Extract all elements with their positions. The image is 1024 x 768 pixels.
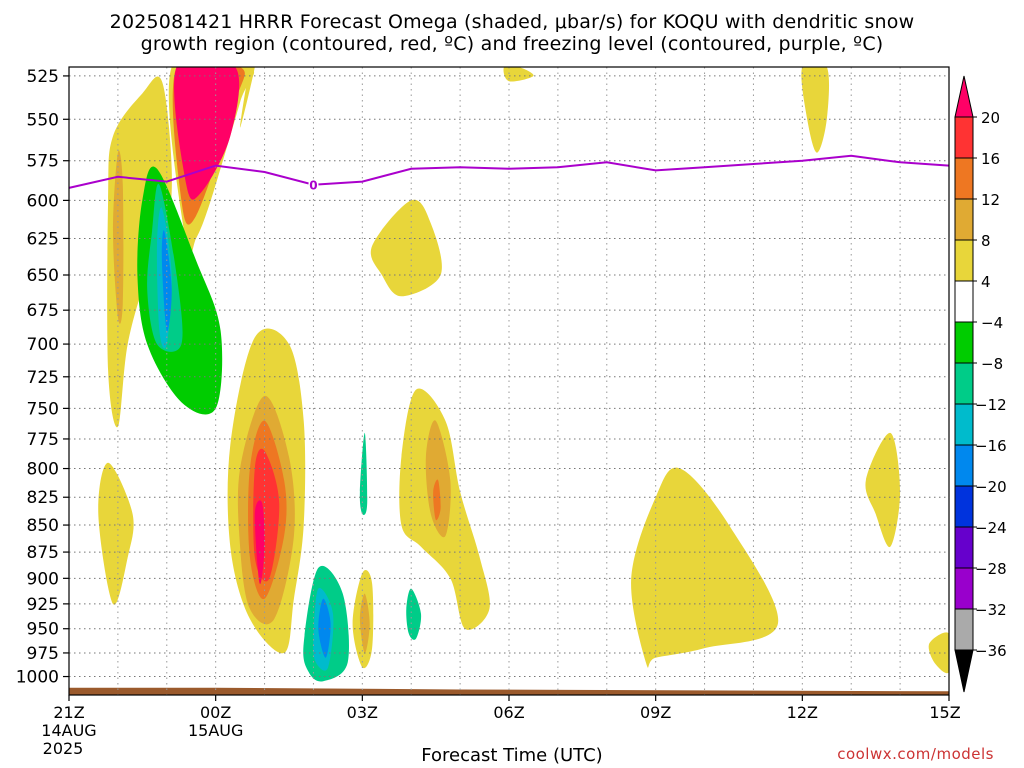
colorbar-top-arrow xyxy=(954,75,974,118)
colorbar-label: −36 xyxy=(975,642,1007,660)
colorbar-bin-2 xyxy=(954,198,974,241)
omega-region-29 xyxy=(801,67,830,153)
colorbar-label: 12 xyxy=(981,191,1000,209)
colorbar-bin-12 xyxy=(954,608,974,651)
y-tick-label: 700 xyxy=(27,335,59,355)
omega-region-9 xyxy=(161,230,172,332)
omega-region-15 xyxy=(98,462,134,605)
x-tick-label: 06Z xyxy=(493,703,524,722)
omega-shading xyxy=(98,67,949,682)
colorbar-label: −20 xyxy=(975,478,1007,496)
colorbar-label: −32 xyxy=(975,601,1007,619)
y-tick-label: 525 xyxy=(27,67,59,87)
y-tick-label: 875 xyxy=(27,543,59,563)
omega-region-22 xyxy=(359,432,368,515)
y-tick-label: 550 xyxy=(27,110,59,130)
omega-region-25 xyxy=(433,479,441,521)
colorbar-bin-11 xyxy=(954,567,974,610)
colorbar-bottom-arrow xyxy=(954,649,974,693)
colorbar-label: −28 xyxy=(975,560,1007,578)
colorbar-bin-0 xyxy=(954,116,974,159)
colorbar-label: 8 xyxy=(981,232,991,250)
terrain-surface xyxy=(69,687,949,695)
colorbar-bin-9 xyxy=(954,485,974,528)
x-tick-label: 21Z xyxy=(53,703,84,722)
y-tick-label: 850 xyxy=(27,516,59,536)
colorbar-label: −16 xyxy=(975,437,1007,455)
x-tick-year: 2025 xyxy=(43,739,84,758)
chart-title-line2: growth region (contoured, red, ºC) and f… xyxy=(140,33,884,55)
y-tick-label: 800 xyxy=(27,460,59,480)
freezing-level-contour: 0 xyxy=(68,154,950,194)
x-tick-label: 03Z xyxy=(347,703,378,722)
y-tick-label: 825 xyxy=(27,488,59,508)
omega-region-30 xyxy=(865,432,901,548)
y-tick-label: 750 xyxy=(27,399,59,419)
omega-region-24 xyxy=(425,420,451,538)
colorbar-bin-4 xyxy=(954,280,974,323)
colorbar-bin-6 xyxy=(954,362,974,405)
omega-region-26 xyxy=(370,199,442,297)
omega-region-1 xyxy=(113,150,124,324)
y-tick-label: 725 xyxy=(27,368,59,388)
y-tick-label: 625 xyxy=(27,229,59,249)
colorbar-label: −24 xyxy=(975,519,1007,537)
omega-region-21 xyxy=(406,588,422,640)
terrain-fill xyxy=(69,687,949,695)
colorbar-label: −8 xyxy=(981,355,1003,373)
y-tick-label: 950 xyxy=(27,620,59,640)
y-tick-label: 575 xyxy=(27,152,59,172)
colorbar-bin-8 xyxy=(954,444,974,487)
y-tick-label: 650 xyxy=(27,266,59,286)
colorbar-bin-3 xyxy=(954,239,974,282)
y-tick-label: 925 xyxy=(27,595,59,615)
x-tick-label: 15Z xyxy=(929,703,960,722)
freezing-level-line xyxy=(68,154,950,189)
site-credit[interactable]: coolwx.com/models xyxy=(837,745,994,763)
y-tick-label: 775 xyxy=(27,430,59,450)
colorbar-label: −12 xyxy=(975,396,1007,414)
colorbar-label: 4 xyxy=(981,273,991,291)
omega-region-5 xyxy=(240,67,255,128)
y-tick-label: 975 xyxy=(27,644,59,664)
colorbar-label: −4 xyxy=(981,314,1003,332)
omega-region-4 xyxy=(174,67,240,200)
x-tick-label: 12Z xyxy=(787,703,818,722)
colorbar-label: 20 xyxy=(981,109,1000,127)
y-tick-label: 600 xyxy=(27,191,59,211)
pressure-axis: 525 550 575 600 625 650 675 700 725 750 775 800 825 8… xyxy=(16,67,69,688)
colorbar-bin-5 xyxy=(954,321,974,364)
omega-region-31 xyxy=(928,632,949,674)
x-tick-date: 15AUG xyxy=(188,721,243,740)
colorbar-bin-7 xyxy=(954,403,974,446)
freezing-level-label: 0 xyxy=(309,179,317,193)
x-tick-label: 09Z xyxy=(640,703,671,722)
chart-title-line1: 2025081421 HRRR Forecast Omega (shaded, … xyxy=(109,11,915,33)
colorbar-bin-1 xyxy=(954,157,974,200)
y-tick-label: 900 xyxy=(27,569,59,589)
colorbar-bin-10 xyxy=(954,526,974,569)
colorbar-label: 16 xyxy=(981,150,1000,168)
colorbar: 20 16 12 8 4 −4 −8 −12 −16 −20 −24 −28 −32 −36 xyxy=(954,75,1007,693)
omega-region-27 xyxy=(503,67,534,82)
x-axis-title: Forecast Time (UTC) xyxy=(421,745,603,766)
omega-region-14 xyxy=(254,500,265,585)
y-tick-label: 675 xyxy=(27,301,59,321)
y-tick-label: 1000 xyxy=(16,668,59,688)
x-tick-date: 14AUG xyxy=(41,721,96,740)
grid-lines xyxy=(69,67,949,695)
omega-region-20 xyxy=(359,593,370,653)
x-tick-label: 00Z xyxy=(200,703,231,722)
